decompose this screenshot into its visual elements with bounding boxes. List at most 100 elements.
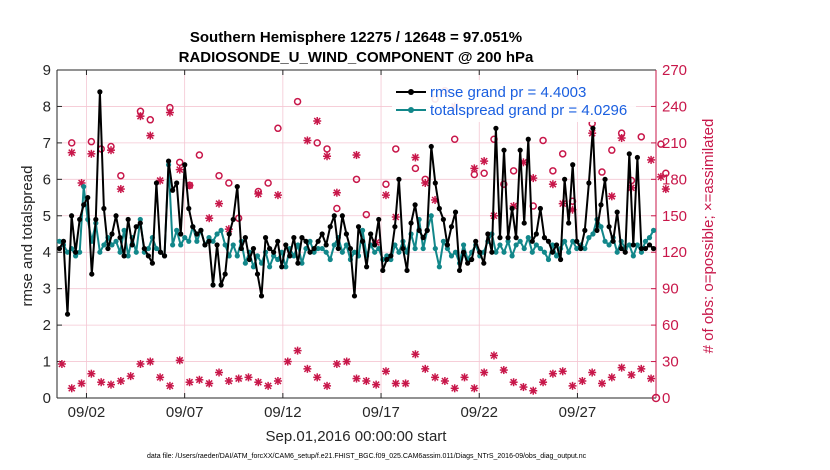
series-totalspread-point xyxy=(222,242,228,248)
obs-assimilated-low-marker-stroke xyxy=(470,384,478,392)
x-tick-label: 09/12 xyxy=(264,404,302,421)
obs-possible-marker xyxy=(333,204,341,213)
obs-assimilated-low-marker-stroke xyxy=(136,360,144,368)
obs-assimilated-marker-stroke xyxy=(136,112,144,120)
series-totalspread-point xyxy=(254,253,261,259)
series-rmse-point xyxy=(137,220,143,226)
obs-possible-marker xyxy=(480,169,488,178)
obs-assimilated-marker-stroke xyxy=(657,173,665,181)
y-right-tick-label: 270 xyxy=(662,62,687,79)
series-rmse-point xyxy=(424,227,430,233)
obs-assimilated-marker xyxy=(313,117,322,126)
series-totalspread-point xyxy=(521,245,527,252)
series-totalspread-point xyxy=(250,264,257,270)
obs-assimilated-low-marker-stroke xyxy=(323,382,331,390)
series-rmse-point xyxy=(234,184,240,190)
obs-assimilated-low-marker-stroke xyxy=(117,377,125,385)
series-rmse-point xyxy=(178,231,184,237)
series-rmse-point xyxy=(650,245,657,252)
y-axis-right-label: # of obs: o=possible; ×=assimilated xyxy=(700,119,717,354)
obs-assimilated-low-marker-stroke xyxy=(451,384,459,392)
obs-assimilated-low-marker xyxy=(391,379,400,388)
obs-assimilated-marker-stroke xyxy=(303,136,311,144)
obs-possible-marker xyxy=(558,150,567,158)
obs-assimilated-low-marker-stroke xyxy=(186,378,194,386)
series-totalspread-point xyxy=(109,242,115,248)
series-rmse-point xyxy=(222,271,228,277)
series-totalspread-point xyxy=(113,238,119,244)
obs-assimilated-low-marker xyxy=(77,379,86,388)
series-rmse-point xyxy=(359,238,366,244)
series-rmse-point xyxy=(161,253,168,259)
series-rmse-point xyxy=(85,194,91,201)
series-totalspread-point xyxy=(182,235,188,241)
obs-assimilated-low-marker xyxy=(381,367,390,376)
series-rmse-point xyxy=(125,216,131,223)
series-totalspread-point xyxy=(545,256,552,263)
series-rmse-point xyxy=(101,205,107,212)
series-rmse-point xyxy=(97,89,103,95)
series-rmse-point xyxy=(295,260,301,266)
series-totalspread-point xyxy=(606,242,612,248)
series-rmse-point xyxy=(271,249,277,255)
series-totalspread-point xyxy=(299,260,305,266)
obs-assimilated-marker xyxy=(480,157,489,166)
obs-assimilated-low-marker xyxy=(539,378,548,387)
obs-assimilated-low-marker-stroke xyxy=(343,358,351,366)
obs-assimilated-marker xyxy=(323,152,332,161)
obs-possible-marker xyxy=(67,139,76,147)
y-tick-label: 4 xyxy=(43,244,51,261)
series-rmse-point xyxy=(525,136,531,142)
obs-assimilated-marker-stroke xyxy=(662,185,670,193)
x-tick-label: 09/27 xyxy=(559,404,597,421)
series-rmse-point xyxy=(578,245,584,252)
obs-assimilated-marker xyxy=(67,148,76,157)
obs-assimilated-low-marker xyxy=(529,386,538,395)
series-totalspread-point xyxy=(444,245,451,252)
obs-assimilated-low-marker xyxy=(215,368,224,377)
obs-assimilated-low-marker xyxy=(578,376,587,385)
obs-assimilated-low-marker xyxy=(401,379,410,388)
obs-assimilated-low-marker xyxy=(480,368,489,377)
series-rmse-point xyxy=(444,242,451,248)
series-rmse-point xyxy=(283,242,289,248)
obs-assimilated-low-marker-stroke xyxy=(176,356,184,364)
series-totalspread-point xyxy=(634,242,640,248)
series-rmse-point xyxy=(638,245,645,252)
obs-possible-marker xyxy=(411,164,420,173)
series-totalspread-point xyxy=(81,184,87,190)
obs-assimilated-marker xyxy=(215,199,224,208)
series-rmse-point xyxy=(602,176,608,182)
series-rmse-point xyxy=(376,216,382,223)
series-totalspread-point xyxy=(307,238,313,244)
obs-assimilated-low-marker-stroke xyxy=(107,381,115,389)
series-totalspread-point xyxy=(436,264,442,270)
obs-assimilated-low-marker xyxy=(293,346,302,355)
series-totalspread-point xyxy=(125,253,131,259)
obs-assimilated-low-marker-stroke xyxy=(166,382,174,390)
series-rmse-point xyxy=(307,249,313,255)
series-totalspread-point xyxy=(97,249,103,255)
obs-assimilated-low-marker xyxy=(97,378,106,387)
series-totalspread-point xyxy=(210,238,216,244)
legend-box xyxy=(392,80,636,122)
obs-assimilated-low-marker xyxy=(519,383,528,392)
series-rmse-point xyxy=(509,205,515,212)
obs-assimilated-low-marker-stroke xyxy=(264,382,272,390)
series-totalspread-point xyxy=(460,242,467,248)
series-totalspread-point xyxy=(145,245,151,252)
obs-assimilated-low-marker-stroke xyxy=(559,367,567,375)
obs-assimilated-marker xyxy=(175,165,184,174)
series-rmse-point xyxy=(412,202,418,208)
obs-assimilated-low-marker xyxy=(440,376,449,385)
obs-assimilated-low-marker-stroke xyxy=(68,384,76,392)
x-tick-label: 09/17 xyxy=(362,404,400,421)
series-rmse-point xyxy=(505,235,511,241)
y-axis-label: rmse and totalspread xyxy=(19,166,36,307)
obs-assimilated-marker xyxy=(116,185,125,194)
series-rmse-point xyxy=(275,238,281,244)
y-tick-label: 6 xyxy=(43,171,51,188)
obs-possible-marker xyxy=(598,168,606,176)
series-totalspread-point xyxy=(101,242,107,248)
obs-assimilated-marker-stroke xyxy=(254,190,262,198)
